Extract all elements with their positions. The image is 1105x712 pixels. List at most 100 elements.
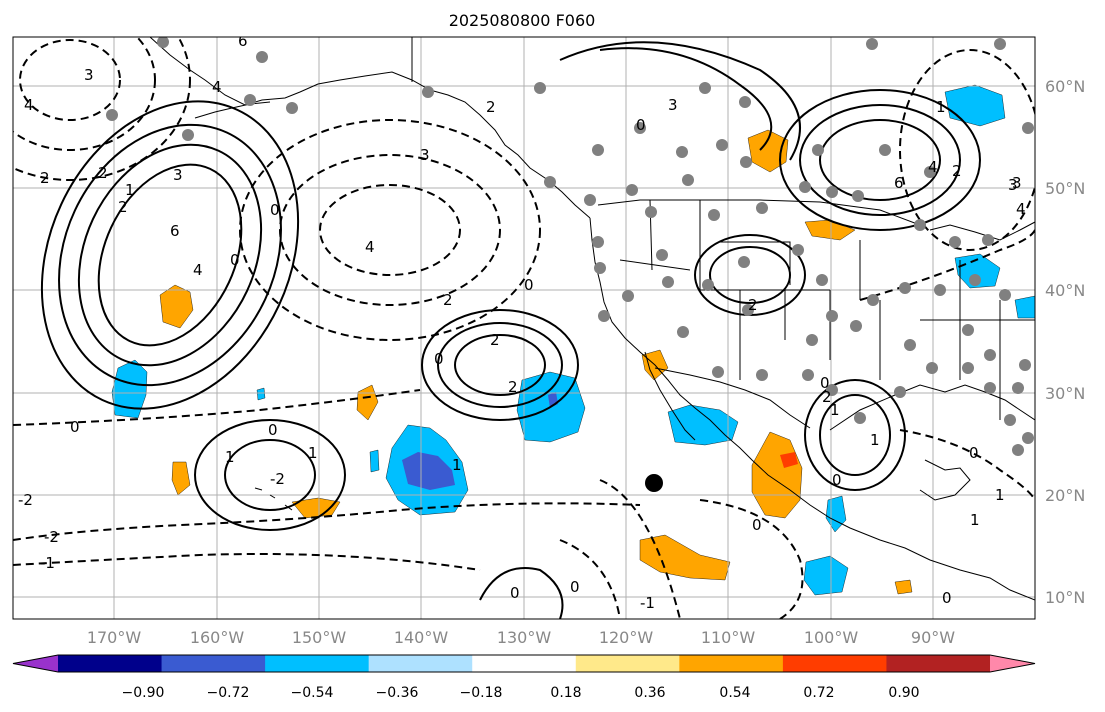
svg-text:0: 0 xyxy=(510,584,520,602)
colorbar-segment xyxy=(472,655,577,672)
svg-text:-2: -2 xyxy=(44,528,59,546)
colorbar-tick-label: 0.90 xyxy=(888,685,919,701)
svg-text:4: 4 xyxy=(24,96,34,114)
svg-text:1: 1 xyxy=(452,456,462,474)
longitude-labels: 170°W 160°W 150°W 140°W 130°W 120°W 110°… xyxy=(87,628,955,647)
svg-text:0: 0 xyxy=(832,471,842,489)
lon-label: 110°W xyxy=(701,628,756,647)
contour-high-west xyxy=(97,163,243,347)
shade-blue xyxy=(111,359,148,419)
contour-low-bering xyxy=(19,39,121,121)
coast-yucatan xyxy=(919,459,971,501)
colorbar-extend-max xyxy=(990,655,1035,672)
lon-label: 130°W xyxy=(497,628,552,647)
contour-hawaii xyxy=(224,439,316,511)
border-us-mexico xyxy=(654,367,811,429)
lat-label: 40°N xyxy=(1045,281,1085,300)
colorbar-segment xyxy=(265,655,370,672)
colorbar-tick-label: −0.72 xyxy=(207,685,250,701)
contour-low-gulf xyxy=(319,184,461,276)
svg-text:1: 1 xyxy=(870,431,880,449)
svg-text:1: 1 xyxy=(970,511,980,529)
colorbar-segments xyxy=(12,654,1036,673)
colorbar-tick-label: −0.90 xyxy=(122,685,165,701)
shade-orange xyxy=(639,534,731,581)
svg-text:2: 2 xyxy=(508,378,518,396)
lat-lon-grid xyxy=(13,37,1035,619)
svg-text:6: 6 xyxy=(170,222,180,240)
lon-label: 120°W xyxy=(599,628,654,647)
state-borders xyxy=(619,199,1035,420)
colorbar-tick-label: −0.36 xyxy=(376,685,419,701)
svg-text:2: 2 xyxy=(490,331,500,349)
contour-high-northeast xyxy=(819,119,941,201)
colorbar: −0.90 −0.72 −0.54 −0.36 −0.18 0.18 0.36 … xyxy=(12,654,1036,701)
svg-text:3: 3 xyxy=(420,146,430,164)
lon-label: 90°W xyxy=(911,628,955,647)
svg-text:2: 2 xyxy=(98,164,108,182)
colorbar-tick-labels: −0.90 −0.72 −0.54 −0.36 −0.18 0.18 0.36 … xyxy=(122,685,920,701)
svg-text:1: 1 xyxy=(936,98,946,116)
contour-dashed-south-1 xyxy=(13,389,421,426)
shade-blue xyxy=(256,387,266,401)
latitude-labels: 60°N 50°N 40°N 30°N 20°N 10°N xyxy=(1045,77,1085,607)
shade-blue xyxy=(667,404,739,446)
svg-text:2: 2 xyxy=(952,162,962,180)
contour-high-inland xyxy=(709,246,791,304)
border-us-canada xyxy=(597,199,921,226)
shade-blue xyxy=(954,253,1001,289)
map-area: 6 4 4 3 2 2 1 3 6 4 0 0 2 4 3 3 0 2 6 4 … xyxy=(13,32,1035,619)
svg-text:4: 4 xyxy=(928,158,938,176)
svg-text:2: 2 xyxy=(443,291,453,309)
contour-low-east xyxy=(899,49,1035,251)
contour-south xyxy=(479,567,564,619)
contour-labels: 6 4 4 3 2 2 1 3 6 4 0 0 2 4 3 3 0 2 6 4 … xyxy=(18,32,1026,612)
svg-text:0: 0 xyxy=(752,516,762,534)
contour-high-mexico xyxy=(819,394,891,476)
colorbar-outline xyxy=(12,654,1036,673)
svg-text:4: 4 xyxy=(1016,200,1026,218)
colorbar-segment xyxy=(161,655,266,672)
svg-text:2: 2 xyxy=(486,98,496,116)
shade-blue xyxy=(803,555,849,596)
svg-text:0: 0 xyxy=(70,418,80,436)
svg-text:2: 2 xyxy=(40,169,50,187)
colorbar-segment xyxy=(58,655,163,672)
svg-text:-1: -1 xyxy=(640,594,655,612)
colorbar-tick-label: −0.54 xyxy=(291,685,334,701)
coast-alaska xyxy=(149,37,591,219)
svg-text:4: 4 xyxy=(193,261,203,279)
colorbar-segment xyxy=(679,655,784,672)
svg-text:0: 0 xyxy=(524,276,534,294)
colorbar-tick-label: 0.18 xyxy=(550,685,581,701)
svg-text:6: 6 xyxy=(238,32,248,50)
svg-text:0: 0 xyxy=(230,251,240,269)
lat-label: 50°N xyxy=(1045,179,1085,198)
svg-text:1: 1 xyxy=(225,448,235,466)
coast-gulf-mexico xyxy=(829,384,1035,431)
svg-text:-2: -2 xyxy=(270,470,285,488)
colorbar-segment xyxy=(782,655,887,672)
shade-orange xyxy=(894,579,913,595)
colorbar-segment xyxy=(886,655,991,672)
contour-alaska xyxy=(599,47,773,151)
shade-orange xyxy=(291,497,341,519)
colorbar-tick-label: −0.18 xyxy=(460,685,503,701)
lat-label: 30°N xyxy=(1045,384,1085,403)
lon-label: 170°W xyxy=(87,628,142,647)
svg-text:0: 0 xyxy=(270,201,280,219)
svg-text:2: 2 xyxy=(822,388,832,406)
colorbar-extend-min xyxy=(13,655,58,672)
svg-text:0: 0 xyxy=(570,578,580,596)
coast-baja xyxy=(644,351,696,441)
svg-text:2: 2 xyxy=(748,296,758,314)
svg-text:0: 0 xyxy=(969,444,979,462)
map-title: 2025080800 F060 xyxy=(449,11,596,30)
contours-solid xyxy=(40,41,981,619)
contour-high-central xyxy=(454,334,546,396)
svg-text:0: 0 xyxy=(820,374,830,392)
colorbar-tick-label: 0.72 xyxy=(803,685,834,701)
shade-blue xyxy=(1014,295,1035,319)
svg-text:2: 2 xyxy=(118,198,128,216)
svg-text:3: 3 xyxy=(1012,174,1022,192)
